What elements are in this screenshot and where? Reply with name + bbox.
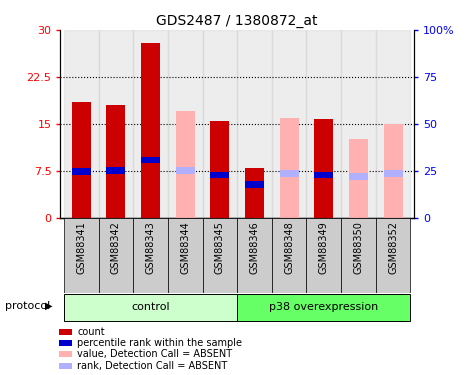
Bar [202,217,237,292]
Bar [279,170,299,177]
Text: value, Detection Call = ABSENT: value, Detection Call = ABSENT [77,350,232,359]
Bar [376,217,411,292]
Bar [59,329,72,335]
Text: GSM88346: GSM88346 [250,221,259,274]
Bar [168,217,202,292]
Text: percentile rank within the sample: percentile rank within the sample [77,338,242,348]
Bar [176,111,195,218]
Bar [64,30,99,217]
Bar [176,167,195,174]
Bar [349,173,368,180]
Bar [245,181,264,188]
Bar [106,105,126,218]
Bar [59,351,72,357]
Text: GSM88344: GSM88344 [180,221,190,274]
Bar [168,30,202,217]
Bar [306,30,341,217]
Text: count: count [77,327,105,337]
Bar [306,217,341,292]
Bar [99,30,133,217]
Bar [64,217,99,292]
Bar [59,363,72,369]
Bar [279,117,299,218]
Bar [384,124,403,218]
Text: GSM88342: GSM88342 [111,221,121,274]
Bar [106,167,126,174]
Text: GSM88345: GSM88345 [215,221,225,274]
Bar [59,340,72,346]
Bar [341,217,376,292]
Text: GSM88341: GSM88341 [76,221,86,274]
Bar [237,30,272,217]
Title: GDS2487 / 1380872_at: GDS2487 / 1380872_at [156,13,318,28]
Text: rank, Detection Call = ABSENT: rank, Detection Call = ABSENT [77,361,227,370]
Bar [141,157,160,164]
Bar [72,102,91,218]
Bar [341,30,376,217]
Bar [245,168,264,217]
Bar [141,42,160,218]
Text: GSM88348: GSM88348 [284,221,294,274]
Bar [272,30,306,217]
Bar [314,172,333,178]
Text: GSM88343: GSM88343 [146,221,155,274]
Text: GSM88352: GSM88352 [388,221,398,274]
Bar [210,121,229,218]
Bar [237,294,411,321]
Text: control: control [131,302,170,312]
Text: ▶: ▶ [45,301,53,311]
Bar [210,172,229,178]
Text: GSM88349: GSM88349 [319,221,329,274]
Bar [272,217,306,292]
Bar [133,30,168,217]
Bar [237,217,272,292]
Bar [72,168,91,176]
Bar [376,30,411,217]
Bar [99,217,133,292]
Text: protocol: protocol [5,301,50,311]
Bar [133,217,168,292]
Text: p38 overexpression: p38 overexpression [269,302,379,312]
Bar [314,119,333,218]
Bar [384,170,403,177]
Bar [64,294,237,321]
Bar [202,30,237,217]
Text: GSM88350: GSM88350 [353,221,364,274]
Bar [349,140,368,218]
